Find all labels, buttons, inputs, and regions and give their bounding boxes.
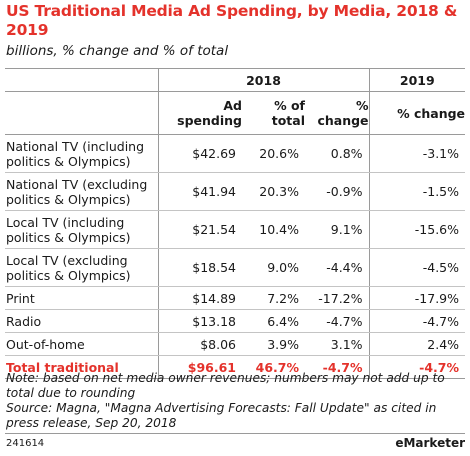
cell-pct-change-2019: 2.4% — [368, 332, 466, 356]
column-header-pct-change-2018: % change — [305, 91, 370, 135]
year-header-blank — [5, 68, 158, 92]
chart-id: 241614 — [6, 438, 45, 449]
table-row: Out-of-home $8.06 3.9% 3.1% 2.4% — [5, 332, 466, 356]
row-label: Local TV (excluding politics & Olympics) — [5, 248, 158, 287]
cell-pct-total: 20.3% — [242, 172, 305, 211]
cell-pct-change-2019: -4.5% — [368, 248, 466, 287]
row-label: Radio — [5, 309, 158, 333]
cell-pct-total: 9.0% — [242, 248, 305, 287]
cell-pct-change-2018: -4.4% — [305, 248, 370, 287]
cell-ad-spending: $8.06 — [157, 332, 242, 356]
footer-bar: 241614 eMarketer — [5, 433, 465, 452]
table-row: Radio $13.18 6.4% -4.7% -4.7% — [5, 309, 466, 333]
total-pct-change-2018: -4.7% — [305, 355, 370, 379]
table-row: Local TV (excluding politics & Olympics)… — [5, 248, 466, 287]
cell-pct-change-2019: -17.9% — [368, 286, 466, 310]
column-header-row: Ad spending % of total % change % change — [5, 91, 466, 135]
total-pct-total: 46.7% — [242, 355, 305, 379]
year-header-row: 2018 2019 — [5, 68, 466, 92]
year-header-2018: 2018 — [157, 68, 370, 92]
table-row: National TV (including politics & Olympi… — [5, 134, 466, 173]
table-row: Print $14.89 7.2% -17.2% -17.9% — [5, 286, 466, 310]
column-header-pct-total: % of total — [242, 91, 305, 135]
cell-pct-total: 7.2% — [242, 286, 305, 310]
cell-pct-total: 6.4% — [242, 309, 305, 333]
total-row: Total traditional $96.61 46.7% -4.7% -4.… — [5, 355, 466, 379]
footnote-note: Note: based on net media owner revenues;… — [6, 371, 445, 400]
table-row: National TV (excluding politics & Olympi… — [5, 172, 466, 211]
cell-pct-change-2018: 0.8% — [305, 134, 370, 173]
cell-pct-change-2018: 9.1% — [305, 210, 370, 249]
footnote: Note: based on net media owner revenues;… — [6, 371, 468, 431]
total-ad-spending: $96.61 — [157, 355, 242, 379]
cell-ad-spending: $42.69 — [157, 134, 242, 173]
table-row: Local TV (including politics & Olympics)… — [5, 210, 466, 249]
cell-pct-change-2018: 3.1% — [305, 332, 370, 356]
cell-ad-spending: $14.89 — [157, 286, 242, 310]
cell-pct-total: 3.9% — [242, 332, 305, 356]
cell-pct-total: 10.4% — [242, 210, 305, 249]
column-header-ad-spending: Ad spending — [157, 91, 242, 135]
chart-subtitle: billions, % change and % of total — [6, 43, 229, 59]
row-label: Local TV (including politics & Olympics) — [5, 210, 158, 249]
cell-pct-change-2018: -4.7% — [305, 309, 370, 333]
column-header-pct-change-2019: % change — [368, 91, 466, 135]
column-header-blank — [5, 91, 158, 135]
cell-pct-change-2019: -3.1% — [368, 134, 466, 173]
cell-ad-spending: $21.54 — [157, 210, 242, 249]
cell-pct-total: 20.6% — [242, 134, 305, 173]
brand-logo: eMarketer — [395, 436, 465, 450]
cell-pct-change-2019: -4.7% — [368, 309, 466, 333]
row-label: Out-of-home — [5, 332, 158, 356]
cell-pct-change-2019: -15.6% — [368, 210, 466, 249]
cell-pct-change-2019: -1.5% — [368, 172, 466, 211]
data-table: 2018 2019 Ad spending % of total % chang… — [5, 68, 466, 379]
year-header-2019: 2019 — [368, 68, 466, 92]
cell-ad-spending: $41.94 — [157, 172, 242, 211]
cell-pct-change-2018: -0.9% — [305, 172, 370, 211]
row-label: Print — [5, 286, 158, 310]
total-pct-change-2019: -4.7% — [368, 355, 466, 379]
chart-title: US Traditional Media Ad Spending, by Med… — [6, 2, 458, 39]
cell-ad-spending: $13.18 — [157, 309, 242, 333]
row-label: National TV (excluding politics & Olympi… — [5, 172, 158, 211]
cell-pct-change-2018: -17.2% — [305, 286, 370, 310]
footnote-source: Source: Magna, "Magna Advertising Foreca… — [6, 401, 437, 430]
row-label: National TV (including politics & Olympi… — [5, 134, 158, 173]
total-label: Total traditional — [5, 355, 158, 379]
cell-ad-spending: $18.54 — [157, 248, 242, 287]
